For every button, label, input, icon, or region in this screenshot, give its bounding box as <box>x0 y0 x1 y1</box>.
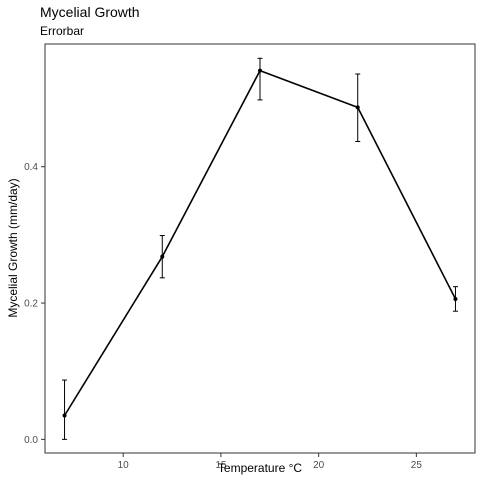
series-line <box>63 69 457 416</box>
x-tick-label: 10 <box>118 460 130 471</box>
data-point <box>62 413 67 418</box>
data-point <box>160 254 165 259</box>
error-bar <box>257 57 263 101</box>
y-tick-label: 0.4 <box>24 162 38 173</box>
data-point <box>355 105 360 110</box>
error-bar <box>62 379 68 440</box>
chart-title: Mycelial Growth <box>40 4 140 20</box>
plot-panel <box>44 43 476 454</box>
chart-subtitle: Errorbar <box>40 24 85 38</box>
y-tick-label: 0.2 <box>24 299 38 310</box>
x-axis-label: Temperature °C <box>218 461 302 475</box>
data-point <box>453 296 458 301</box>
data-point <box>258 68 262 73</box>
y-tick-label: 0.0 <box>24 435 38 446</box>
x-tick-label: 25 <box>411 460 423 471</box>
x-tick-label: 20 <box>313 460 325 471</box>
y-axis-label: Mycelial Growth (mm/day) <box>6 178 20 317</box>
x-tick-label: 15 <box>215 460 227 471</box>
